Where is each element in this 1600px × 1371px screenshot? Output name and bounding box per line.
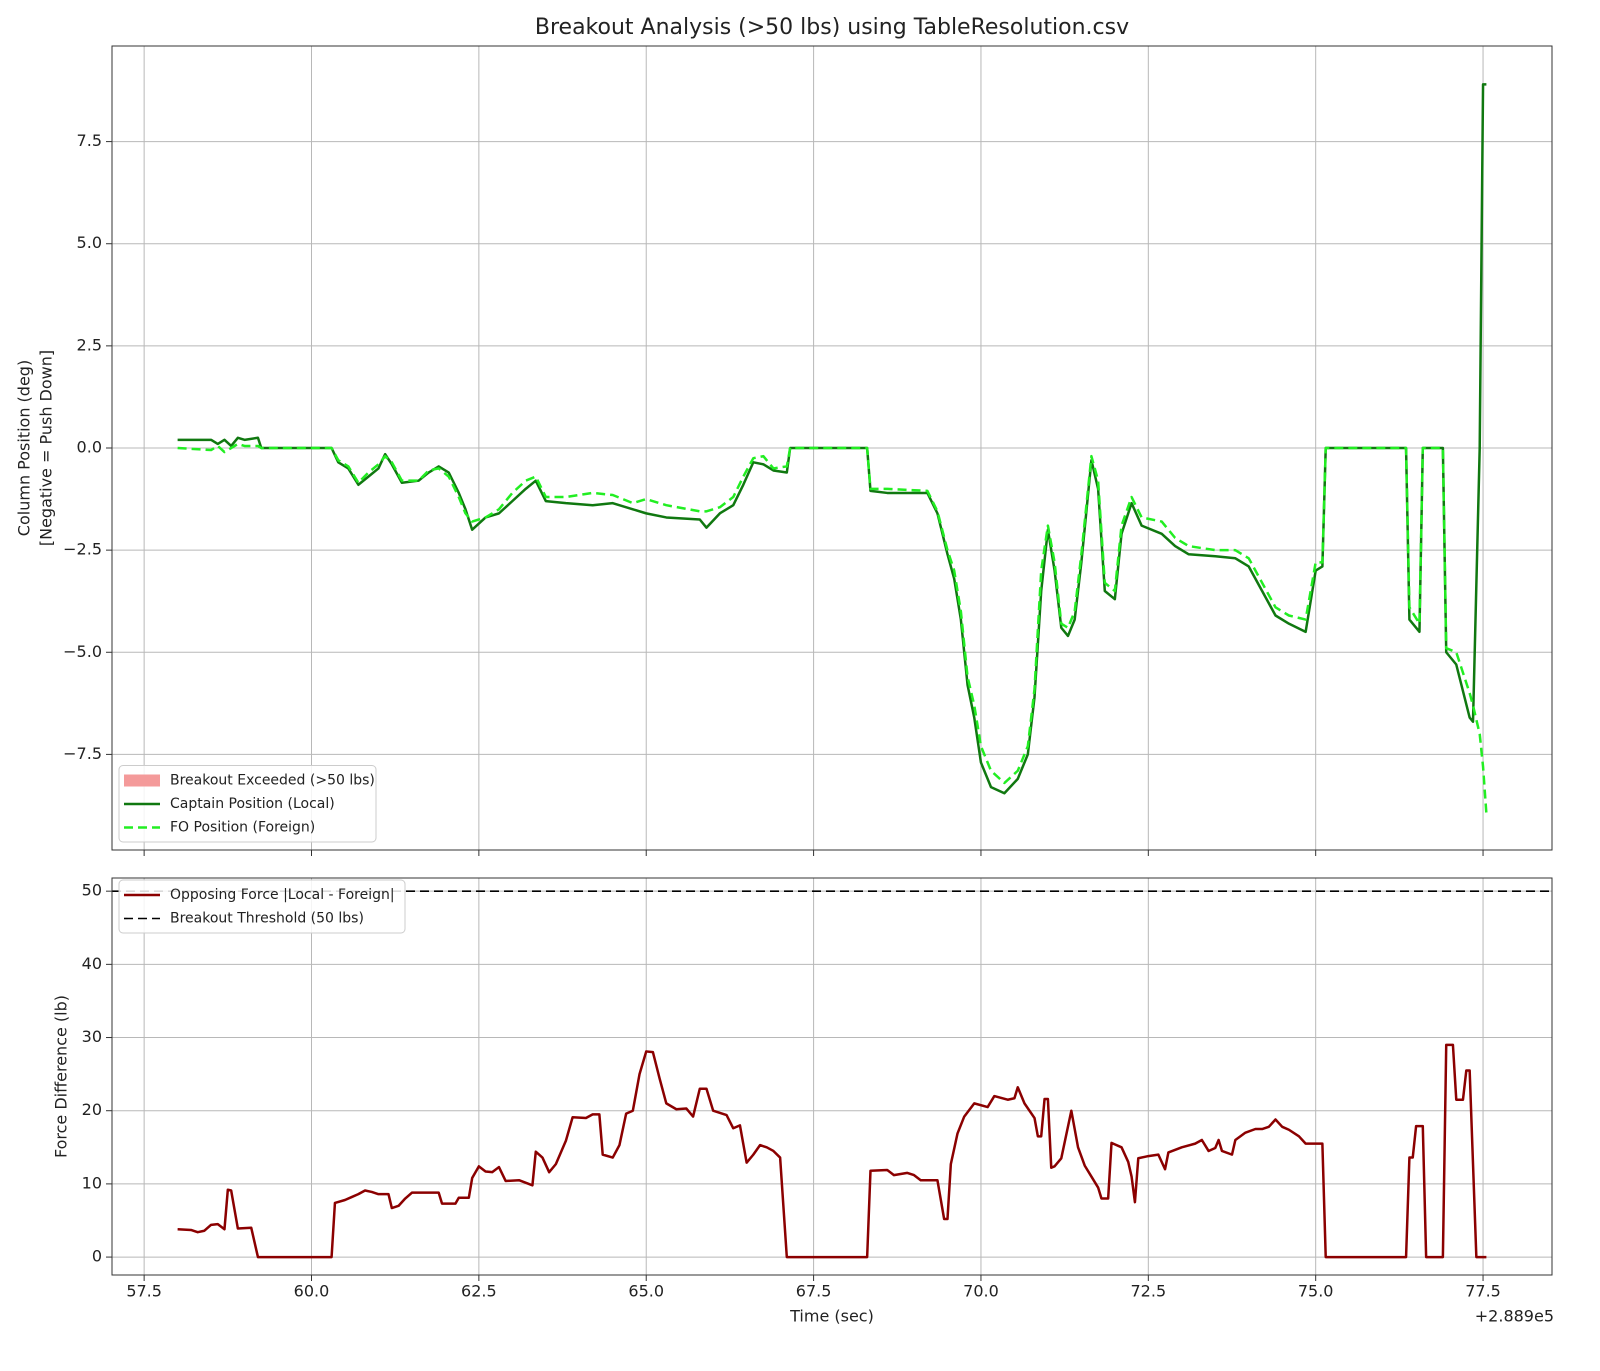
legend: Opposing Force |Local - Foreign| Breakout… [118, 879, 406, 934]
x-tick-label: 60.0 [294, 1282, 330, 1301]
y-tick-label: 0.0 [77, 438, 102, 457]
plot-area [177, 83, 1488, 814]
y-tick-label: 50 [82, 881, 102, 900]
axes-frame [111, 877, 1553, 1276]
legend-box [118, 765, 377, 843]
y-tick-label: 0 [92, 1247, 102, 1266]
legend-label: Breakout Threshold (50 lbs) [170, 911, 364, 927]
y-tick-label: 10 [82, 1173, 102, 1192]
x-tick-label: 70.0 [963, 1282, 999, 1301]
series-line [177, 442, 1488, 814]
y-axis-label: Force Difference (lb) [52, 995, 71, 1158]
chart-title: Breakout Analysis (>50 lbs) using TableR… [535, 15, 1129, 40]
y-tick-label: −7.5 [63, 744, 102, 763]
y-tick-label: 30 [82, 1027, 102, 1046]
y-tick-label: 2.5 [77, 335, 102, 354]
x-axis-label: Time (sec) [789, 1307, 874, 1326]
legend-label: FO Position (Foreign) [170, 820, 315, 836]
y-tick-label: 20 [82, 1100, 102, 1119]
x-tick-label: 65.0 [628, 1282, 664, 1301]
legend-label: Captain Position (Local) [170, 796, 335, 812]
y-tick-label: 5.0 [77, 233, 102, 252]
legend: Breakout Exceeded (>50 lbs) Captain Posit… [118, 765, 377, 843]
y-axis-label: [Negative = Push Down] [37, 350, 56, 546]
legend-label: Breakout Exceeded (>50 lbs) [170, 773, 375, 789]
y-tick-label: −2.5 [63, 540, 102, 559]
x-tick-label: 67.5 [796, 1282, 832, 1301]
legend-box [118, 879, 406, 934]
plot-area [177, 1043, 1487, 1259]
x-tick-label: 72.5 [1131, 1282, 1167, 1301]
x-tick-label: 57.5 [126, 1282, 162, 1301]
y-tick-label: 7.5 [77, 131, 102, 150]
y-axis-label: Column Position (deg) [15, 360, 34, 536]
series-line [177, 1043, 1487, 1259]
y-tick-label: −5.0 [63, 642, 102, 661]
x-offset-label: +2.889e5 [1475, 1307, 1554, 1326]
x-tick-label: 75.0 [1298, 1282, 1334, 1301]
legend-label: Opposing Force |Local - Foreign| [170, 887, 395, 903]
y-tick-label: 40 [82, 954, 102, 973]
x-tick-label: 62.5 [461, 1282, 497, 1301]
x-tick-label: 77.5 [1465, 1282, 1501, 1301]
axes-frame [111, 45, 1553, 851]
legend-swatch [124, 774, 160, 787]
